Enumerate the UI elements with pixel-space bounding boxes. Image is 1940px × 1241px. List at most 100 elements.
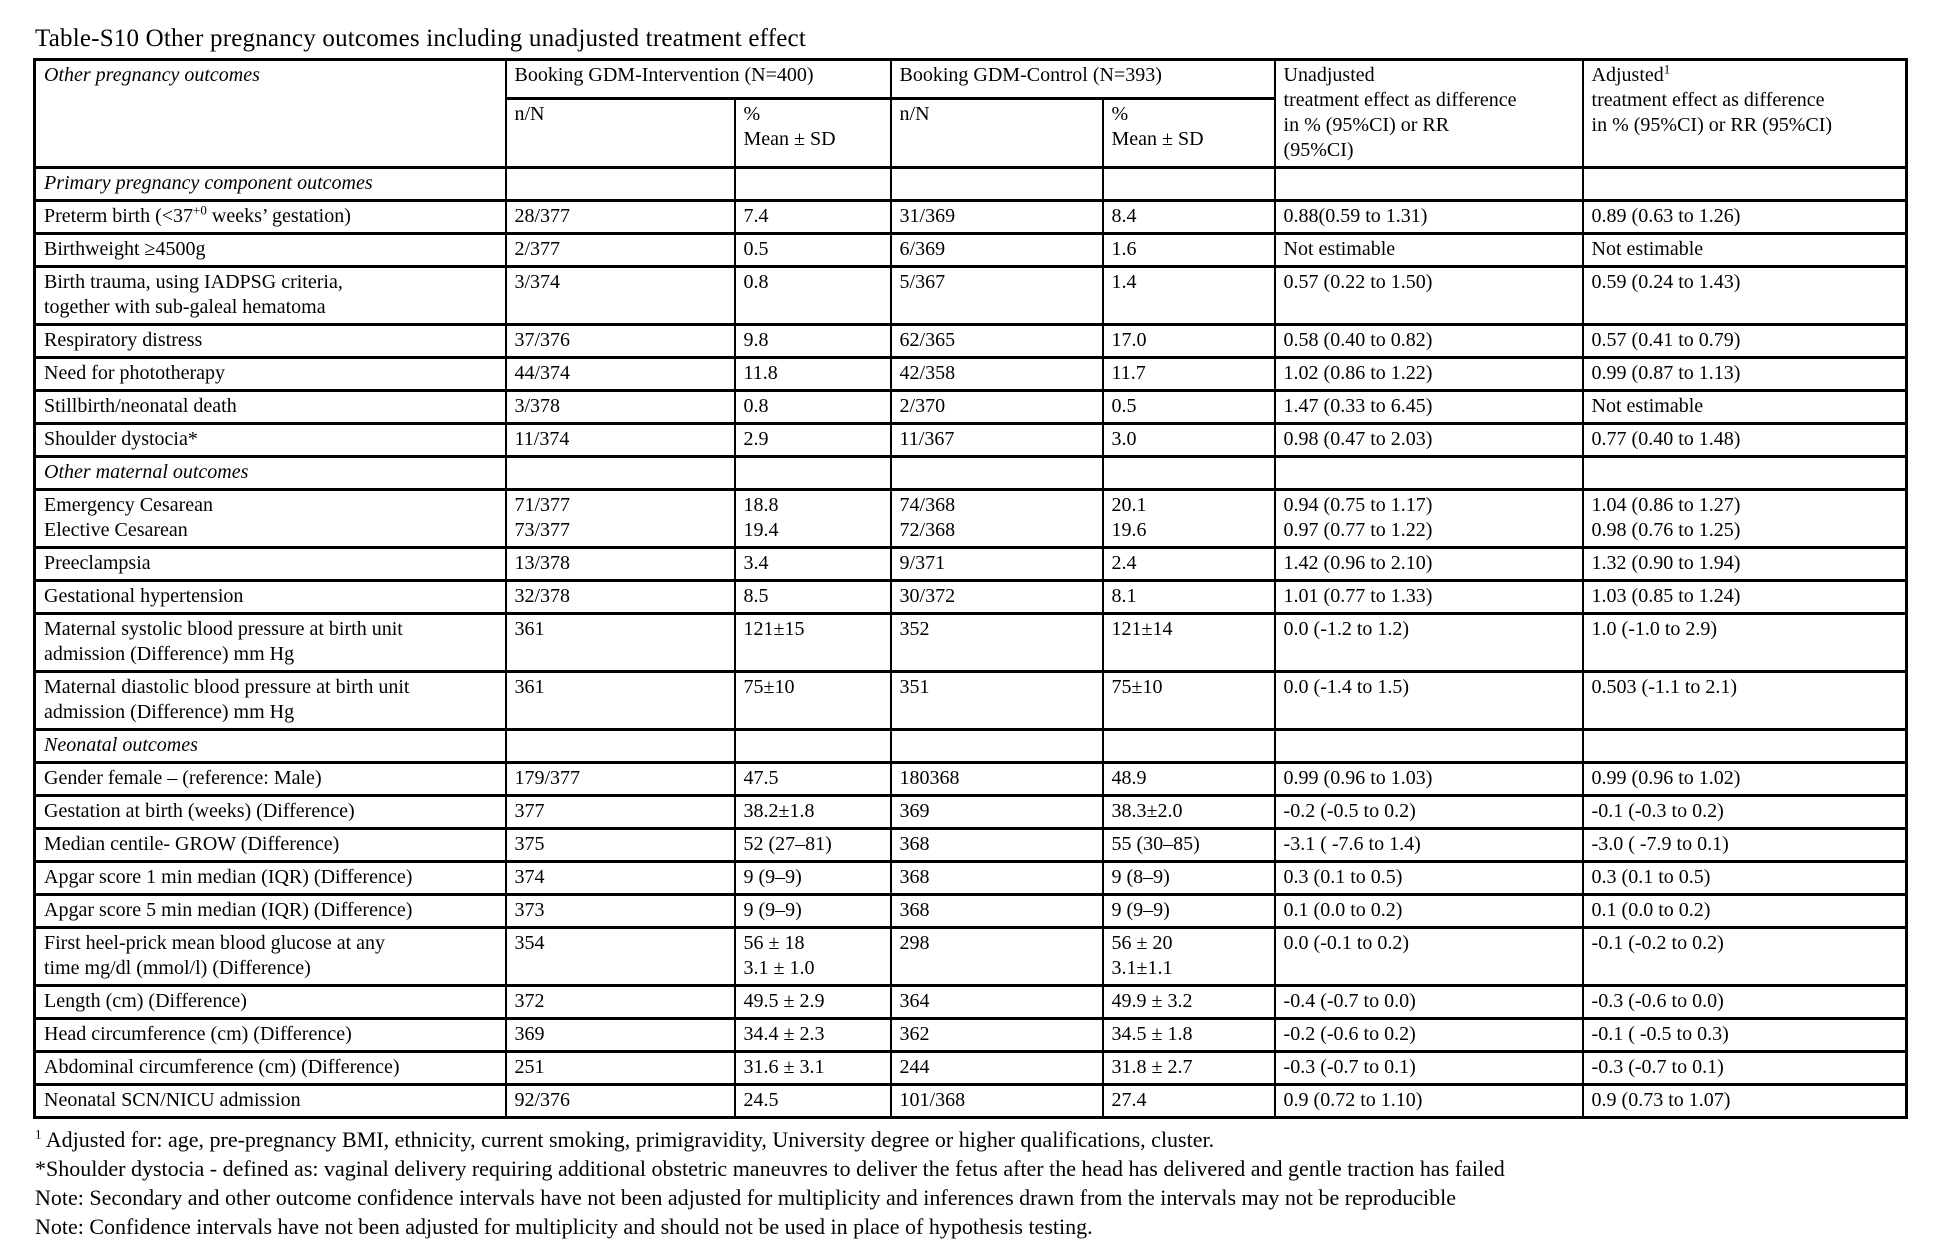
header-adjusted-line: in % (95%CI) or RR (95%CI) (1591, 114, 1833, 136)
cell-pct-control: 31.8 ± 2.7 (1101, 1050, 1276, 1086)
cell-unadjusted-effect: 0.88(0.59 to 1.31) (1273, 199, 1584, 235)
table-row: Birthweight ≥4500g 2/377 0.5 6/369 1.6 Not es… (33, 232, 1908, 268)
cell-outcome: Respiratory distress (33, 323, 507, 359)
cell-pct-intervention: 9.8 (733, 323, 892, 359)
empty-cell (889, 728, 1104, 764)
cell-adjusted-effect: 0.89 (0.63 to 1.26) (1581, 199, 1908, 235)
cell-adjusted-effect: -0.1 (-0.3 to 0.2) (1581, 794, 1908, 830)
cell-pct-intervention: 49.5 ± 2.9 (733, 984, 892, 1020)
outcomes-table: Other pregnancy outcomes Booking GDM-Int… (33, 57, 1909, 1119)
cell-nn-control: 2/370 (889, 389, 1104, 425)
cell-unadjusted-effect: 0.94 (0.75 to 1.17) 0.97 (0.77 to 1.22) (1273, 488, 1584, 549)
cell-pct-intervention: 11.8 (733, 356, 892, 392)
table-row: First heel-prick mean blood glucose at a… (33, 926, 1908, 987)
empty-cell (1273, 455, 1584, 491)
cell-outcome: Birthweight ≥4500g (33, 232, 507, 268)
cell-outcome: Gender female – (reference: Male) (33, 761, 507, 797)
cell-nn-intervention: 3/374 (504, 265, 736, 326)
cell-outcome: Emergency Cesarean Elective Cesarean (33, 488, 507, 549)
empty-cell (1581, 455, 1908, 491)
cell-pct-intervention: 121±15 (733, 612, 892, 673)
cell-adjusted-effect: 0.99 (0.87 to 1.13) (1581, 356, 1908, 392)
table-header: Other pregnancy outcomes Booking GDM-Int… (33, 57, 1908, 169)
cell-nn-intervention: 375 (504, 827, 736, 863)
header-row-subcolumns: n/N % Mean ± SD n/N % Mean ± SD (35, 97, 1907, 169)
cell-unadjusted-effect: 0.58 (0.40 to 0.82) (1273, 323, 1584, 359)
header-pct-control: % Mean ± SD (1101, 97, 1276, 169)
cell-outcome: Neonatal SCN/NICU admission (33, 1083, 507, 1119)
cell-unadjusted-effect: 0.0 (-0.1 to 0.2) (1273, 926, 1584, 987)
table-title: Table-S10 Other pregnancy outcomes inclu… (35, 25, 806, 52)
cell-pct-intervention: 0.5 (733, 232, 892, 268)
cell-nn-intervention: 13/378 (504, 546, 736, 582)
cell-pct-intervention: 0.8 (733, 265, 892, 326)
cell-unadjusted-effect: 0.0 (-1.4 to 1.5) (1273, 670, 1584, 731)
cell-adjusted-effect: 0.3 (0.1 to 0.5) (1581, 860, 1908, 896)
cell-adjusted-effect: -0.1 ( -0.5 to 0.3) (1581, 1017, 1908, 1053)
cell-adjusted-effect: 0.57 (0.41 to 0.79) (1581, 323, 1908, 359)
cell-adjusted-effect: 1.0 (-1.0 to 2.9) (1581, 612, 1908, 673)
cell-pct-intervention: 18.8 19.4 (733, 488, 892, 549)
cell-unadjusted-effect: 0.0 (-1.2 to 1.2) (1273, 612, 1584, 673)
cell-nn-intervention: 354 (504, 926, 736, 987)
table-row: Gender female – (reference: Male) 179/377… (33, 761, 1908, 797)
table-row: Preterm birth (<37+0 weeks’ gestation) 28… (33, 199, 1908, 235)
header-unadjusted-line: Unadjusted (1283, 64, 1375, 86)
cell-nn-control: 9/371 (889, 546, 1104, 582)
cell-adjusted-effect: Not estimable (1581, 389, 1908, 425)
cell-nn-intervention: 361 (504, 670, 736, 731)
cell-nn-control: 11/367 (889, 422, 1104, 458)
header-adjusted-line: Adjusted1 (1591, 61, 1671, 87)
cell-pct-control: 48.9 (1101, 761, 1276, 797)
header-unadjusted-line: in % (95%CI) or RR (1283, 114, 1450, 136)
cell-nn-control: 30/372 (889, 579, 1104, 615)
cell-nn-control: 364 (889, 984, 1104, 1020)
cell-pct-control: 0.5 (1101, 389, 1276, 425)
cell-nn-control: 31/369 (889, 199, 1104, 235)
cell-outcome: Apgar score 5 min median (IQR) (Differen… (33, 893, 507, 929)
cell-outcome: Birth trauma, using IADPSG criteria, toge… (33, 265, 507, 326)
footnote-marker: 1 (35, 1126, 42, 1142)
empty-cell (889, 166, 1104, 202)
table-row: Apgar score 1 min median (IQR) (Differen… (33, 860, 1908, 896)
cell-adjusted-effect: 1.03 (0.85 to 1.24) (1581, 579, 1908, 615)
empty-cell (504, 728, 736, 764)
cell-adjusted-effect: 0.503 (-1.1 to 2.1) (1581, 670, 1908, 731)
cell-outcome: Abdominal circumference (cm) (Difference… (33, 1050, 507, 1086)
cell-nn-control: 352 (889, 612, 1104, 673)
cell-nn-intervention: 37/376 (504, 323, 736, 359)
empty-cell (889, 455, 1104, 491)
cell-nn-intervention: 377 (504, 794, 736, 830)
cell-pct-intervention: 56 ± 18 3.1 ± 1.0 (733, 926, 892, 987)
cell-pct-control: 11.7 (1101, 356, 1276, 392)
cell-outcome: Maternal systolic blood pressure at birt… (33, 612, 507, 673)
cell-pct-intervention: 3.4 (733, 546, 892, 582)
cell-outcome: Preeclampsia (33, 546, 507, 582)
header-nn-intervention: n/N (504, 97, 736, 169)
cell-unadjusted-effect: -0.3 (-0.7 to 0.1) (1273, 1050, 1584, 1086)
empty-cell (1101, 728, 1276, 764)
cell-adjusted-effect: 0.9 (0.73 to 1.07) (1581, 1083, 1908, 1119)
empty-cell (733, 455, 892, 491)
table-row: Median centile- GROW (Difference) 375 52 (… (33, 827, 1908, 863)
cell-pct-intervention: 47.5 (733, 761, 892, 797)
table-body: Primary pregnancy component outcomes Pret… (33, 166, 1908, 1119)
cell-pct-intervention: 34.4 ± 2.3 (733, 1017, 892, 1053)
cell-nn-intervention: 361 (504, 612, 736, 673)
cell-unadjusted-effect: 1.42 (0.96 to 2.10) (1273, 546, 1584, 582)
table-row: Preeclampsia 13/378 3.4 9/371 2.4 1.42 (0.96 … (33, 546, 1908, 582)
footnote-note-confidence-intervals: Note: Confidence intervals have not been… (35, 1214, 1093, 1239)
cell-nn-control: 368 (889, 827, 1104, 863)
cell-pct-intervention: 24.5 (733, 1083, 892, 1119)
header-row-groups: Other pregnancy outcomes Booking GDM-Int… (33, 57, 1908, 169)
header-unadjusted-line: treatment effect as difference (1283, 89, 1517, 111)
table-row: Gestational hypertension 32/378 8.5 30/372 8… (33, 579, 1908, 615)
cell-nn-intervention: 44/374 (504, 356, 736, 392)
empty-cell (1101, 166, 1276, 202)
cell-nn-control: 101/368 (889, 1083, 1104, 1119)
section-label: Primary pregnancy component outcomes (33, 166, 507, 202)
cell-pct-control: 17.0 (1101, 323, 1276, 359)
empty-cell (1273, 166, 1584, 202)
header-other-pregnancy-outcomes: Other pregnancy outcomes (33, 58, 507, 169)
